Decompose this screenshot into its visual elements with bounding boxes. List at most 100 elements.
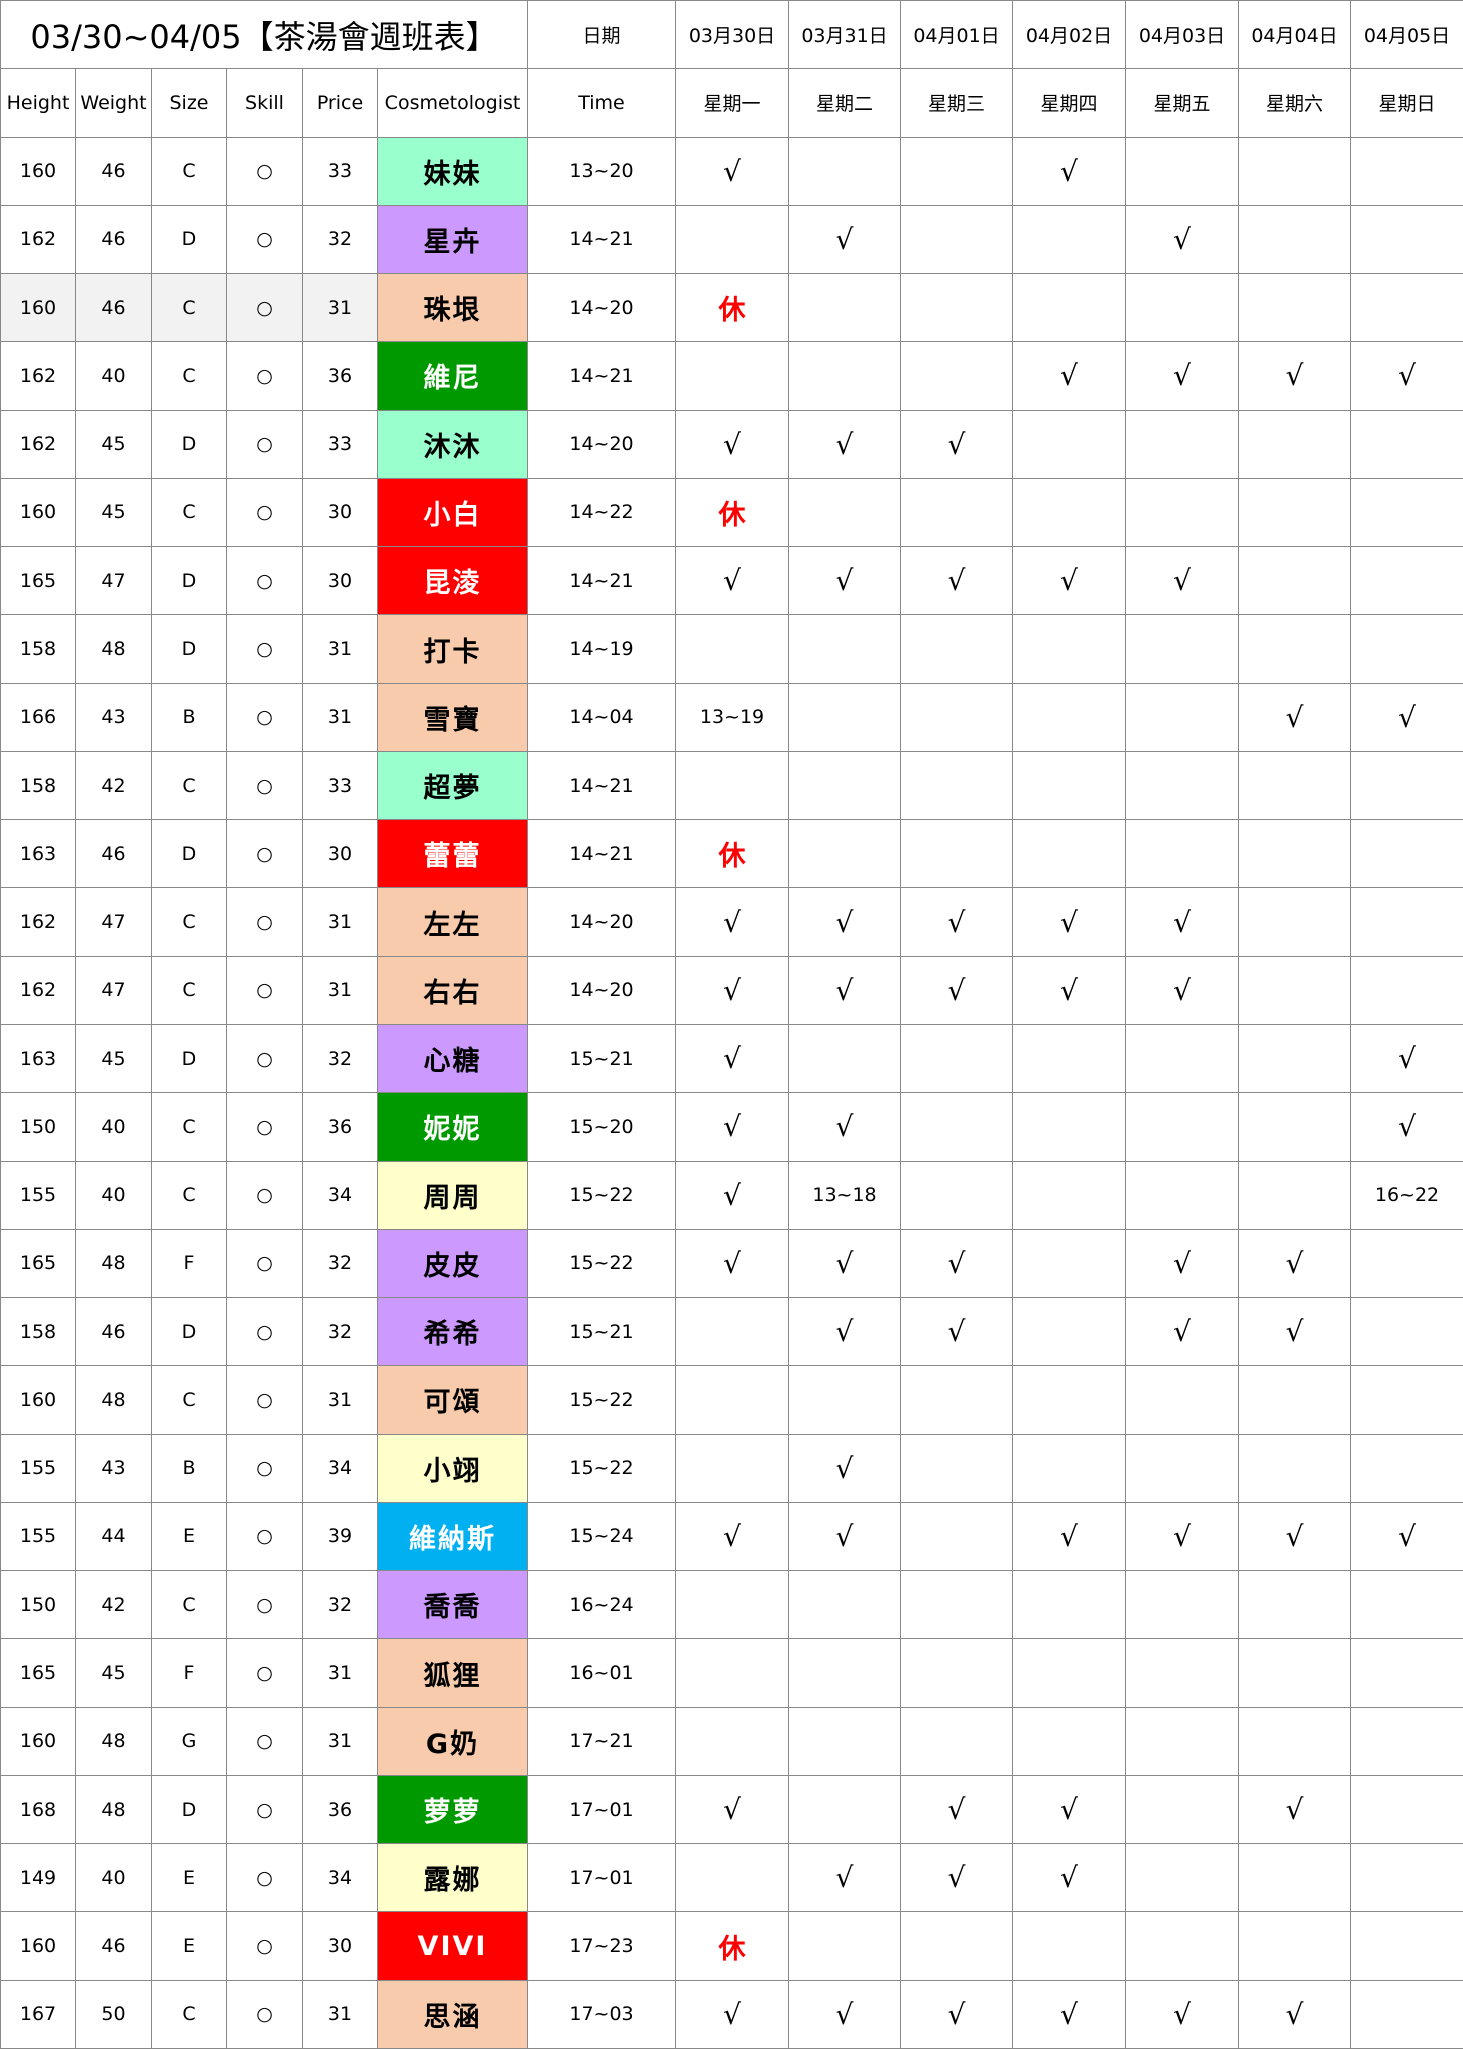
day-cell bbox=[789, 1775, 901, 1845]
day-cell bbox=[1013, 1707, 1126, 1776]
day-cell: √ bbox=[1351, 342, 1463, 411]
day-cell bbox=[901, 1093, 1013, 1162]
day-cell bbox=[1013, 615, 1126, 684]
height-cell: 160 bbox=[1, 274, 76, 343]
height-cell: 162 bbox=[1, 956, 76, 1025]
price-cell: 36 bbox=[303, 1775, 378, 1845]
time-cell: 14~20 bbox=[528, 274, 676, 343]
size-cell: G bbox=[152, 1707, 227, 1776]
day-cell bbox=[1239, 1024, 1351, 1094]
size-cell: C bbox=[152, 1093, 227, 1162]
cosmetologist-name: 珠垠 bbox=[378, 274, 528, 343]
height-cell: 162 bbox=[1, 888, 76, 957]
day-cell: √ bbox=[789, 1434, 901, 1503]
price-cell: 33 bbox=[303, 751, 378, 821]
weight-cell: 40 bbox=[76, 1844, 152, 1913]
day-cell bbox=[901, 1571, 1013, 1640]
price-cell: 31 bbox=[303, 683, 378, 752]
day-cell bbox=[789, 820, 901, 889]
price-cell: 36 bbox=[303, 342, 378, 411]
day-cell bbox=[1351, 1298, 1463, 1367]
weight-cell: 46 bbox=[76, 137, 152, 206]
day-cell: √ bbox=[1239, 1775, 1351, 1845]
time-cell: 14~04 bbox=[528, 683, 676, 752]
day-cell: √ bbox=[789, 1298, 901, 1367]
height-cell: 160 bbox=[1, 1366, 76, 1435]
day-cell: √ bbox=[789, 888, 901, 957]
weight-cell: 47 bbox=[76, 547, 152, 616]
day-cell bbox=[1239, 1707, 1351, 1776]
day-cell bbox=[789, 274, 901, 343]
column-header: Height bbox=[1, 69, 76, 138]
skill-cell: ○ bbox=[227, 683, 303, 752]
day-cell bbox=[1239, 956, 1351, 1025]
day-cell bbox=[1013, 1093, 1126, 1162]
day-cell: √ bbox=[1239, 1502, 1351, 1572]
size-cell: B bbox=[152, 1434, 227, 1503]
skill-cell: ○ bbox=[227, 1844, 303, 1913]
day-cell: √ bbox=[901, 1844, 1013, 1913]
weight-cell: 40 bbox=[76, 342, 152, 411]
size-cell: D bbox=[152, 547, 227, 616]
day-cell bbox=[1351, 411, 1463, 479]
skill-cell: ○ bbox=[227, 820, 303, 889]
size-cell: B bbox=[152, 683, 227, 752]
size-cell: C bbox=[152, 1161, 227, 1230]
day-cell bbox=[789, 1912, 901, 1981]
day-cell bbox=[1013, 410, 1126, 479]
day-cell bbox=[789, 137, 901, 206]
size-cell: D bbox=[152, 615, 227, 684]
time-cell: 15~21 bbox=[528, 1298, 676, 1367]
day-cell bbox=[1239, 137, 1351, 206]
price-cell: 31 bbox=[303, 1980, 378, 2049]
time-cell: 14~19 bbox=[528, 615, 676, 684]
size-cell: C bbox=[152, 1366, 227, 1435]
date-header: 04月05日 bbox=[1351, 1, 1463, 70]
day-cell bbox=[789, 683, 901, 752]
cosmetologist-name: 狐狸 bbox=[378, 1639, 528, 1708]
day-cell bbox=[1126, 615, 1239, 684]
weight-cell: 45 bbox=[76, 1639, 152, 1708]
day-cell: √ bbox=[789, 547, 901, 616]
height-cell: 162 bbox=[1, 410, 76, 479]
day-cell bbox=[676, 1639, 789, 1708]
day-cell: √ bbox=[901, 1775, 1013, 1845]
cosmetologist-name: 萝萝 bbox=[378, 1775, 528, 1845]
day-cell: √ bbox=[1351, 1093, 1463, 1162]
day-cell bbox=[789, 751, 901, 821]
price-cell: 34 bbox=[303, 1434, 378, 1503]
day-cell: √ bbox=[901, 956, 1013, 1025]
price-cell: 32 bbox=[303, 205, 378, 275]
day-cell bbox=[1126, 751, 1239, 821]
size-cell: C bbox=[152, 1571, 227, 1640]
day-cell bbox=[1239, 205, 1351, 275]
height-cell: 162 bbox=[1, 342, 76, 411]
weight-cell: 48 bbox=[76, 1775, 152, 1845]
size-cell: C bbox=[152, 751, 227, 821]
cosmetologist-name: 沐沐 bbox=[378, 410, 528, 479]
time-cell: 15~22 bbox=[528, 1229, 676, 1299]
cosmetologist-name: 左左 bbox=[378, 888, 528, 957]
weekday-header: 星期三 bbox=[901, 69, 1013, 138]
cosmetologist-name: 周周 bbox=[378, 1161, 528, 1230]
day-cell bbox=[1013, 683, 1126, 752]
day-cell bbox=[1351, 957, 1463, 1025]
day-cell bbox=[1013, 205, 1126, 275]
day-cell: √ bbox=[1126, 1502, 1239, 1572]
weekday-header: 星期日 bbox=[1351, 69, 1463, 138]
date-header: 04月02日 bbox=[1013, 1, 1126, 70]
date-header: 03月30日 bbox=[676, 1, 789, 70]
day-cell bbox=[1013, 478, 1126, 548]
time-cell: 14~21 bbox=[528, 342, 676, 411]
day-cell: √ bbox=[1351, 1503, 1463, 1572]
time-cell: 15~22 bbox=[528, 1434, 676, 1503]
day-cell bbox=[901, 683, 1013, 752]
day-cell bbox=[1239, 547, 1351, 616]
cosmetologist-name: 維尼 bbox=[378, 342, 528, 411]
weekday-header: 星期一 bbox=[676, 69, 789, 138]
day-cell bbox=[1351, 1981, 1463, 2049]
day-cell bbox=[1126, 820, 1239, 889]
cosmetologist-name: 可頌 bbox=[378, 1366, 528, 1435]
day-cell bbox=[1351, 1639, 1463, 1708]
